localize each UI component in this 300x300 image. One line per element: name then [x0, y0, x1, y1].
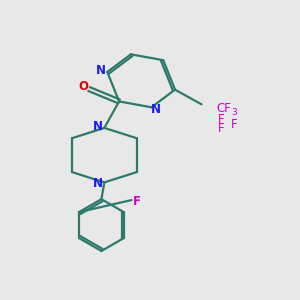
Text: N: N [93, 177, 103, 190]
Text: F: F [230, 118, 237, 130]
Text: N: N [151, 103, 161, 116]
Text: N: N [93, 120, 103, 133]
Text: N: N [96, 64, 106, 77]
Text: F: F [218, 113, 224, 126]
Text: F: F [133, 195, 141, 208]
Text: CF: CF [216, 102, 231, 115]
Text: F: F [218, 122, 224, 135]
Text: 3: 3 [232, 108, 237, 117]
Text: O: O [79, 80, 89, 93]
